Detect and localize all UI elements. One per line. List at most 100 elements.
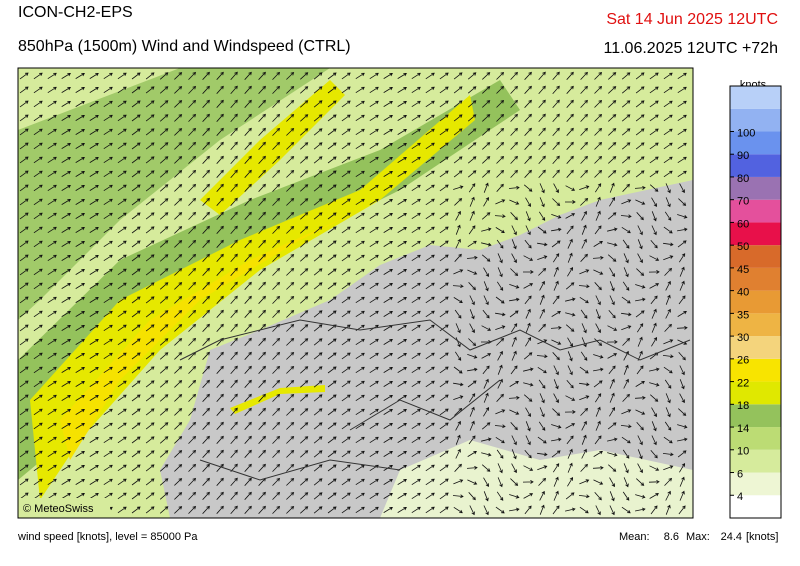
wind-arrow [539,504,545,515]
wind-arrow [662,452,674,457]
wind-arrow [145,380,155,388]
wind-arrow [369,142,379,150]
wind-arrow [397,269,407,275]
wind-arrow [524,85,532,94]
wind-arrow [327,506,337,514]
wind-arrow [300,170,309,178]
wind-arrow [565,213,576,219]
wind-arrow [33,142,43,150]
wind-arrow [75,339,85,345]
wind-arrow [202,225,210,234]
wind-arrow [411,324,421,332]
wind-arrow [244,225,252,234]
wind-arrow [145,450,155,458]
wind-arrow [467,170,477,178]
wind-arrow [47,394,57,402]
wind-arrow [47,408,57,416]
wind-arrow [216,169,224,178]
wind-arrow [425,394,435,402]
wind-arrow [525,211,531,222]
wind-arrow [566,127,574,136]
wind-arrow [230,295,238,305]
wind-arrow [649,382,660,387]
wind-arrow [341,310,351,318]
wind-arrow [75,213,85,219]
wind-arrow [466,465,478,470]
wind-arrow [230,113,238,123]
wind-arrow [580,127,588,136]
wind-arrow [397,367,407,373]
wind-arrow [19,422,29,430]
wind-arrow [509,199,520,205]
wind-arrow [651,211,657,222]
wind-arrow [61,185,71,191]
wind-arrow [244,211,252,220]
wind-arrow [635,381,645,387]
wind-arrow [355,226,365,234]
wind-arrow [483,197,489,207]
wind-arrow [425,142,435,150]
wind-arrow [607,227,618,232]
wind-arrow [636,212,644,221]
wind-arrow [496,281,504,291]
wind-arrow [188,239,197,248]
wind-arrow [621,114,631,122]
wind-arrow [510,169,518,178]
wind-arrow [103,324,113,332]
wind-arrow [663,255,674,261]
wind-arrow [580,113,588,122]
wind-arrow [47,184,57,192]
wind-arrow [61,143,71,149]
wind-arrow [397,479,407,485]
wind-arrow [663,226,673,234]
wind-arrow [216,197,224,206]
wind-arrow [19,268,29,276]
wind-arrow [216,351,224,360]
wind-arrow [369,226,379,234]
footer-caption: wind speed [knots], level = 85000 Pa [17,531,198,543]
wind-arrow [89,129,99,135]
wind-arrow [47,450,57,458]
wind-arrow [593,380,603,388]
wind-arrow [300,142,309,150]
wind-arrow [341,506,351,514]
wind-arrow [383,115,393,121]
wind-arrow [496,85,505,94]
wind-arrow [622,491,630,501]
wind-arrow [202,183,210,192]
wind-arrow [439,128,449,136]
wind-arrow [300,198,309,206]
wind-arrow [369,212,379,220]
wind-arrow [103,212,113,220]
wind-arrow [272,127,281,136]
wind-arrow [481,422,491,430]
wind-arrow [103,240,113,248]
wind-arrow [341,464,351,472]
wind-arrow [230,393,238,403]
wind-arrow [566,155,574,164]
wind-arrow [258,407,266,416]
wind-arrow [411,338,421,346]
wind-arrow [595,420,601,431]
wind-arrow [174,268,183,276]
wind-arrow [286,323,295,332]
wind-arrow [174,212,183,220]
wind-arrow [33,72,43,80]
wind-arrow [117,184,127,192]
wind-arrow [483,477,489,487]
wind-arrow [75,115,85,121]
wind-arrow [244,155,252,164]
wind-arrow [565,507,576,512]
wind-arrow [117,324,127,332]
wind-arrow [539,490,545,501]
wind-arrow [649,86,659,94]
wind-arrow [369,128,379,136]
wind-arrow [439,86,449,94]
wind-arrow [397,73,407,79]
wind-arrow [552,127,560,137]
wind-arrow [524,155,532,164]
wind-arrow [665,504,671,515]
wind-arrow [286,407,295,416]
wind-arrow [481,242,492,247]
wind-arrow [650,239,658,249]
